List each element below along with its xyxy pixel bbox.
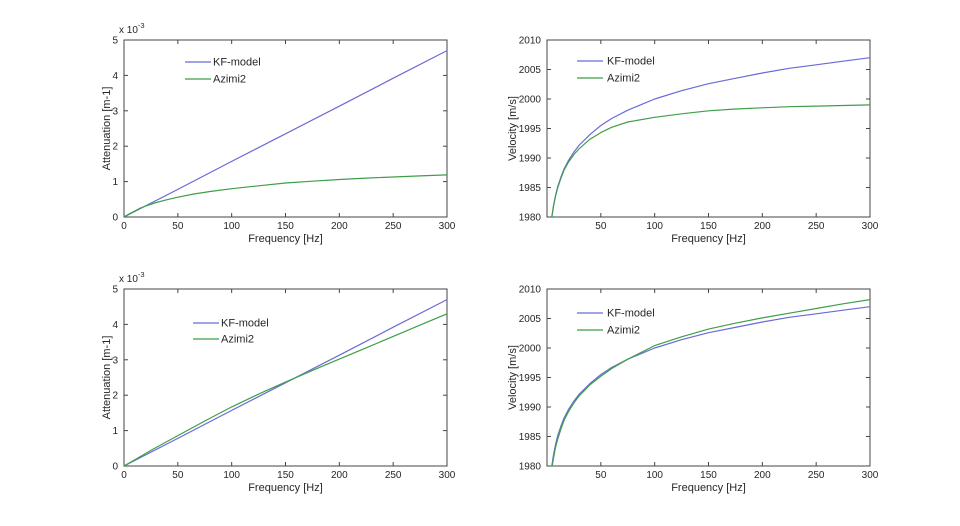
series-line-azimi2 bbox=[124, 174, 447, 217]
y-tick-label: 1985 bbox=[519, 432, 542, 443]
subplot-attenuation-bottom-left: 0 50 100 150 200 250 300 0 1 2 3 4 5 Frequency [Hz] At… bbox=[101, 270, 456, 494]
series-line-kf-model bbox=[124, 299, 447, 466]
series-line-azimi2 bbox=[551, 104, 870, 217]
x-tick-label: 150 bbox=[700, 470, 717, 481]
x-axis-label: Frequency [Hz] bbox=[671, 233, 746, 245]
y-exponent-label: x 10-3 bbox=[119, 21, 145, 36]
y-axis-label: Velocity [m/s] bbox=[507, 345, 519, 410]
y-tick-label: 2005 bbox=[519, 65, 542, 76]
x-tick-label: 50 bbox=[595, 470, 607, 481]
y-tick-label: 1990 bbox=[519, 154, 542, 165]
series-line-kf-model bbox=[551, 306, 870, 466]
y-tick-label: 1 bbox=[112, 426, 118, 437]
x-tick-label: 300 bbox=[439, 221, 456, 232]
y-tick-label: 2000 bbox=[519, 344, 542, 355]
y-tick-label: 1995 bbox=[519, 373, 542, 384]
series-line-kf-model bbox=[124, 49, 447, 217]
x-tick-label: 250 bbox=[385, 470, 402, 481]
legend-label: Azimi2 bbox=[607, 325, 640, 337]
axes-box bbox=[123, 39, 448, 218]
x-tick-label: 100 bbox=[646, 470, 663, 481]
legend-label: KF-model bbox=[221, 318, 269, 330]
y-tick-label: 2010 bbox=[519, 36, 542, 47]
x-tick-label: 150 bbox=[277, 221, 294, 232]
x-tick-label: 150 bbox=[700, 221, 717, 232]
x-tick-label: 0 bbox=[121, 221, 127, 232]
y-tick-label: 2000 bbox=[519, 95, 542, 106]
x-tick-label: 100 bbox=[646, 221, 663, 232]
x-axis-label: Frequency [Hz] bbox=[248, 233, 323, 245]
y-tick-label: 4 bbox=[112, 320, 118, 331]
x-tick-label: 250 bbox=[808, 470, 825, 481]
x-tick-label: 50 bbox=[172, 470, 184, 481]
axes-box bbox=[546, 288, 871, 467]
x-tick-label: 300 bbox=[439, 470, 456, 481]
axes-box bbox=[546, 39, 871, 218]
y-tick-label: 3 bbox=[112, 355, 118, 366]
x-tick-label: 100 bbox=[223, 470, 240, 481]
legend-label: KF-model bbox=[607, 308, 655, 320]
y-tick-label: 1980 bbox=[519, 213, 542, 224]
legend-label: KF-model bbox=[607, 56, 655, 68]
subplot-attenuation-top-left: 0 50 100 150 200 250 300 0 1 2 3 4 5 Frequency [Hz] At… bbox=[101, 21, 456, 245]
y-tick-label: 0 bbox=[112, 462, 118, 473]
x-axis-label: Frequency [Hz] bbox=[248, 482, 323, 494]
x-tick-label: 200 bbox=[754, 470, 771, 481]
series-line-kf-model bbox=[551, 57, 870, 217]
y-tick-label: 1980 bbox=[519, 462, 542, 473]
x-tick-label: 200 bbox=[331, 221, 348, 232]
y-axis-label: Velocity [m/s] bbox=[507, 96, 519, 161]
y-tick-label: 1985 bbox=[519, 183, 542, 194]
y-tick-label: 4 bbox=[112, 71, 118, 82]
series-line-azimi2 bbox=[124, 313, 447, 466]
y-tick-label: 0 bbox=[112, 213, 118, 224]
x-tick-label: 200 bbox=[331, 470, 348, 481]
x-tick-label: 300 bbox=[862, 470, 879, 481]
y-tick-label: 1995 bbox=[519, 124, 542, 135]
x-tick-label: 200 bbox=[754, 221, 771, 232]
y-tick-label: 5 bbox=[112, 36, 118, 47]
subplot-velocity-top-right: 50 100 150 200 250 300 1980 1985 1990 1995 2000 200… bbox=[507, 36, 879, 246]
y-tick-label: 1 bbox=[112, 177, 118, 188]
x-tick-label: 100 bbox=[223, 221, 240, 232]
y-axis-label: Attenuation [m-1] bbox=[101, 87, 113, 171]
legend-label: KF-model bbox=[213, 57, 261, 69]
x-tick-label: 250 bbox=[808, 221, 825, 232]
x-tick-label: 250 bbox=[385, 221, 402, 232]
legend-label: Azimi2 bbox=[221, 334, 254, 346]
y-axis-label: Attenuation [m-1] bbox=[101, 336, 113, 420]
y-tick-label: 2005 bbox=[519, 314, 542, 325]
x-tick-label: 150 bbox=[277, 470, 294, 481]
x-tick-label: 0 bbox=[121, 470, 127, 481]
y-tick-label: 3 bbox=[112, 106, 118, 117]
y-tick-label: 1990 bbox=[519, 403, 542, 414]
legend-label: Azimi2 bbox=[213, 74, 246, 86]
y-tick-label: 2010 bbox=[519, 285, 542, 296]
x-tick-label: 50 bbox=[172, 221, 184, 232]
series-line-azimi2 bbox=[551, 299, 870, 466]
axes-box bbox=[123, 288, 448, 467]
y-tick-label: 5 bbox=[112, 285, 118, 296]
x-axis-label: Frequency [Hz] bbox=[671, 482, 746, 494]
x-tick-label: 50 bbox=[595, 221, 607, 232]
x-tick-label: 300 bbox=[862, 221, 879, 232]
legend-label: Azimi2 bbox=[607, 73, 640, 85]
y-tick-label: 2 bbox=[112, 391, 118, 402]
y-exponent-label: x 10-3 bbox=[119, 270, 145, 285]
subplot-velocity-bottom-right: 50 100 150 200 250 300 1980 1985 1990 1995 2000 200… bbox=[507, 285, 879, 495]
y-tick-label: 2 bbox=[112, 142, 118, 153]
